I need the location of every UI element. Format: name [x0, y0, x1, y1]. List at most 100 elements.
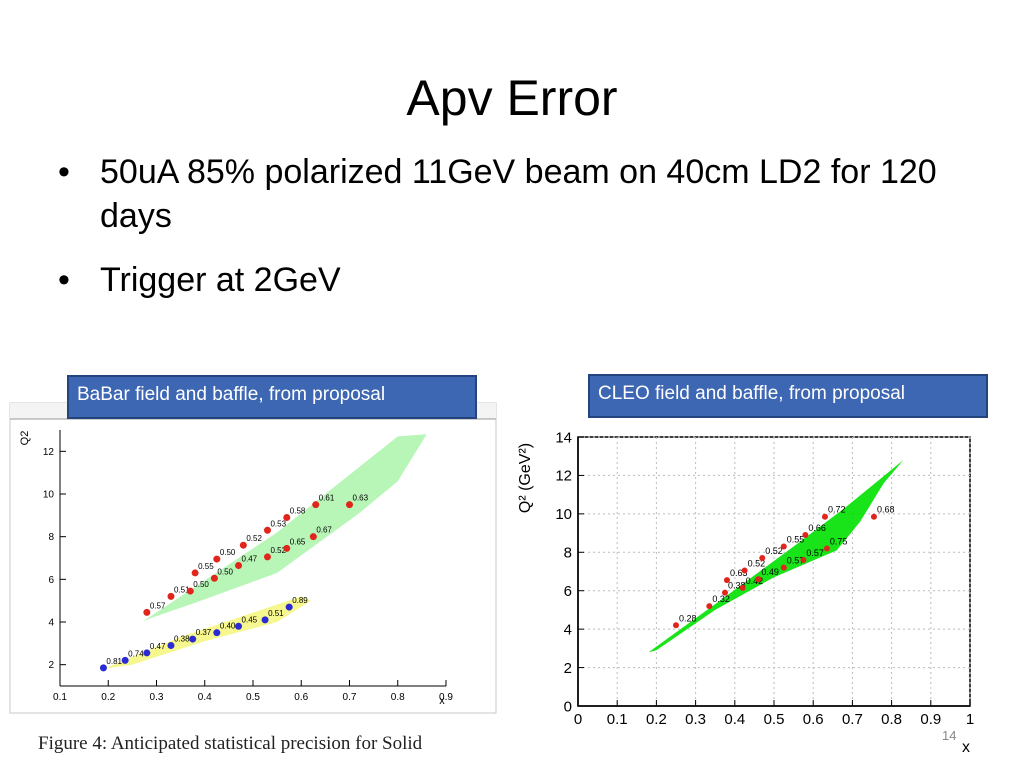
data-point [821, 513, 828, 520]
x-tick-label: 0.4 [198, 692, 212, 703]
plot-label-cleo: CLEO field and baffle, from proposal [588, 374, 988, 418]
data-label: 0.38 [174, 634, 190, 643]
y-tick-label: 0 [564, 698, 572, 715]
x-tick-label: 0.2 [646, 711, 667, 728]
bullet-text: Trigger at 2GeV [100, 261, 341, 299]
data-label: 0.51 [268, 609, 284, 618]
x-tick-label: 0.6 [294, 692, 308, 703]
data-point [312, 501, 320, 509]
data-point [191, 569, 199, 577]
data-point [706, 603, 713, 610]
data-point [186, 587, 194, 595]
data-label: 0.52 [246, 534, 262, 543]
y-axis-title: Q² (GeV²) [517, 443, 534, 513]
data-label: 0.55 [198, 562, 214, 571]
x-axis-title: x [962, 739, 970, 756]
y-tick-label: 10 [43, 490, 55, 501]
data-point [800, 556, 807, 563]
data-point [213, 629, 221, 637]
left-plot-frame [9, 402, 497, 714]
data-label: 0.57 [150, 601, 166, 610]
data-label: 0.50 [220, 548, 236, 557]
data-point [143, 608, 151, 616]
data-point [143, 649, 151, 657]
x-tick-label: 0.7 [343, 692, 357, 703]
data-label: 0.66 [808, 523, 826, 533]
data-label: 0.75 [830, 536, 848, 546]
data-point [283, 544, 291, 552]
data-label: 0.58 [290, 506, 306, 515]
y-tick-label: 8 [48, 532, 54, 543]
data-label: 0.72 [828, 505, 846, 515]
x-tick-label: 1 [966, 711, 974, 728]
data-point [263, 526, 271, 534]
data-label: 0.63 [730, 568, 748, 578]
y-tick-label: 4 [48, 618, 54, 629]
data-point [802, 531, 809, 538]
y-tick-label: 6 [48, 575, 54, 586]
data-label: 0.32 [712, 594, 730, 604]
bullet-icon: • [58, 153, 70, 191]
y-tick-label: 12 [555, 468, 572, 485]
data-point [239, 541, 247, 549]
data-point [99, 664, 107, 672]
data-label: 0.52 [748, 559, 766, 569]
data-label: 0.49 [761, 567, 779, 577]
x-tick-label: 0 [574, 711, 582, 728]
x-tick-label: 0.1 [53, 692, 67, 703]
data-point [285, 603, 293, 611]
x-tick-label: 0.9 [920, 711, 941, 728]
y-tick-label: 6 [564, 583, 572, 600]
y-tick-label: 12 [43, 447, 55, 458]
data-point [780, 543, 787, 550]
bullet-item: • Trigger at 2GeV [58, 258, 938, 302]
data-label: 0.47 [242, 554, 258, 563]
y-tick-label: 10 [555, 506, 572, 523]
data-label: 0.52 [270, 546, 286, 555]
x-tick-label: 0.2 [101, 692, 115, 703]
data-point [167, 592, 175, 600]
data-label: 0.68 [877, 505, 895, 515]
y-tick-label: 8 [564, 545, 572, 562]
data-point [755, 576, 762, 583]
x-tick-label: 0.6 [803, 711, 824, 728]
data-label: 0.57 [787, 556, 805, 566]
data-label: 0.50 [217, 567, 233, 576]
data-point [823, 545, 830, 552]
data-label: 0.81 [106, 657, 122, 666]
x-tick-label: 0.4 [724, 711, 745, 728]
data-label: 0.61 [319, 494, 335, 503]
data-label: 0.74 [128, 649, 144, 658]
data-label: 0.51 [174, 585, 190, 594]
bullet-icon: • [58, 261, 70, 299]
x-tick-label: 0.3 [685, 711, 706, 728]
y-tick-label: 14 [555, 429, 572, 446]
bullet-list: • 50uA 85% polarized 11GeV beam on 40cm … [58, 150, 938, 322]
data-label: 0.67 [316, 526, 332, 535]
x-tick-label: 0.8 [881, 711, 902, 728]
x-tick-label: 0.7 [842, 711, 863, 728]
data-point [167, 641, 175, 649]
yellow-acceptance-region [103, 596, 311, 669]
data-point [235, 622, 243, 630]
right-plot: 0 0.1 0.2 0.3 0.4 0.5 0.6 0.7 0.8 0.9 102468101214… [517, 429, 974, 756]
data-point [739, 584, 746, 591]
bullet-text: 50uA 85% polarized 11GeV beam on 40cm LD… [100, 153, 937, 235]
data-label: 0.63 [353, 494, 369, 503]
slide-number: 14 [942, 728, 957, 743]
x-tick-label: 0.3 [150, 692, 164, 703]
x-tick-label: 0.8 [391, 692, 405, 703]
data-point [723, 577, 730, 584]
data-label: 0.38 [728, 581, 746, 591]
data-point [189, 635, 197, 643]
data-point [346, 501, 353, 509]
y-axis-title: Q2 [19, 431, 31, 446]
data-label: 0.89 [292, 596, 308, 605]
data-point [673, 622, 679, 629]
data-label: 0.57 [806, 548, 824, 558]
slide-title: Apv Error [406, 70, 618, 126]
bullet-item: • 50uA 85% polarized 11GeV beam on 40cm … [58, 150, 938, 238]
data-point [722, 589, 728, 596]
data-point [261, 616, 269, 624]
